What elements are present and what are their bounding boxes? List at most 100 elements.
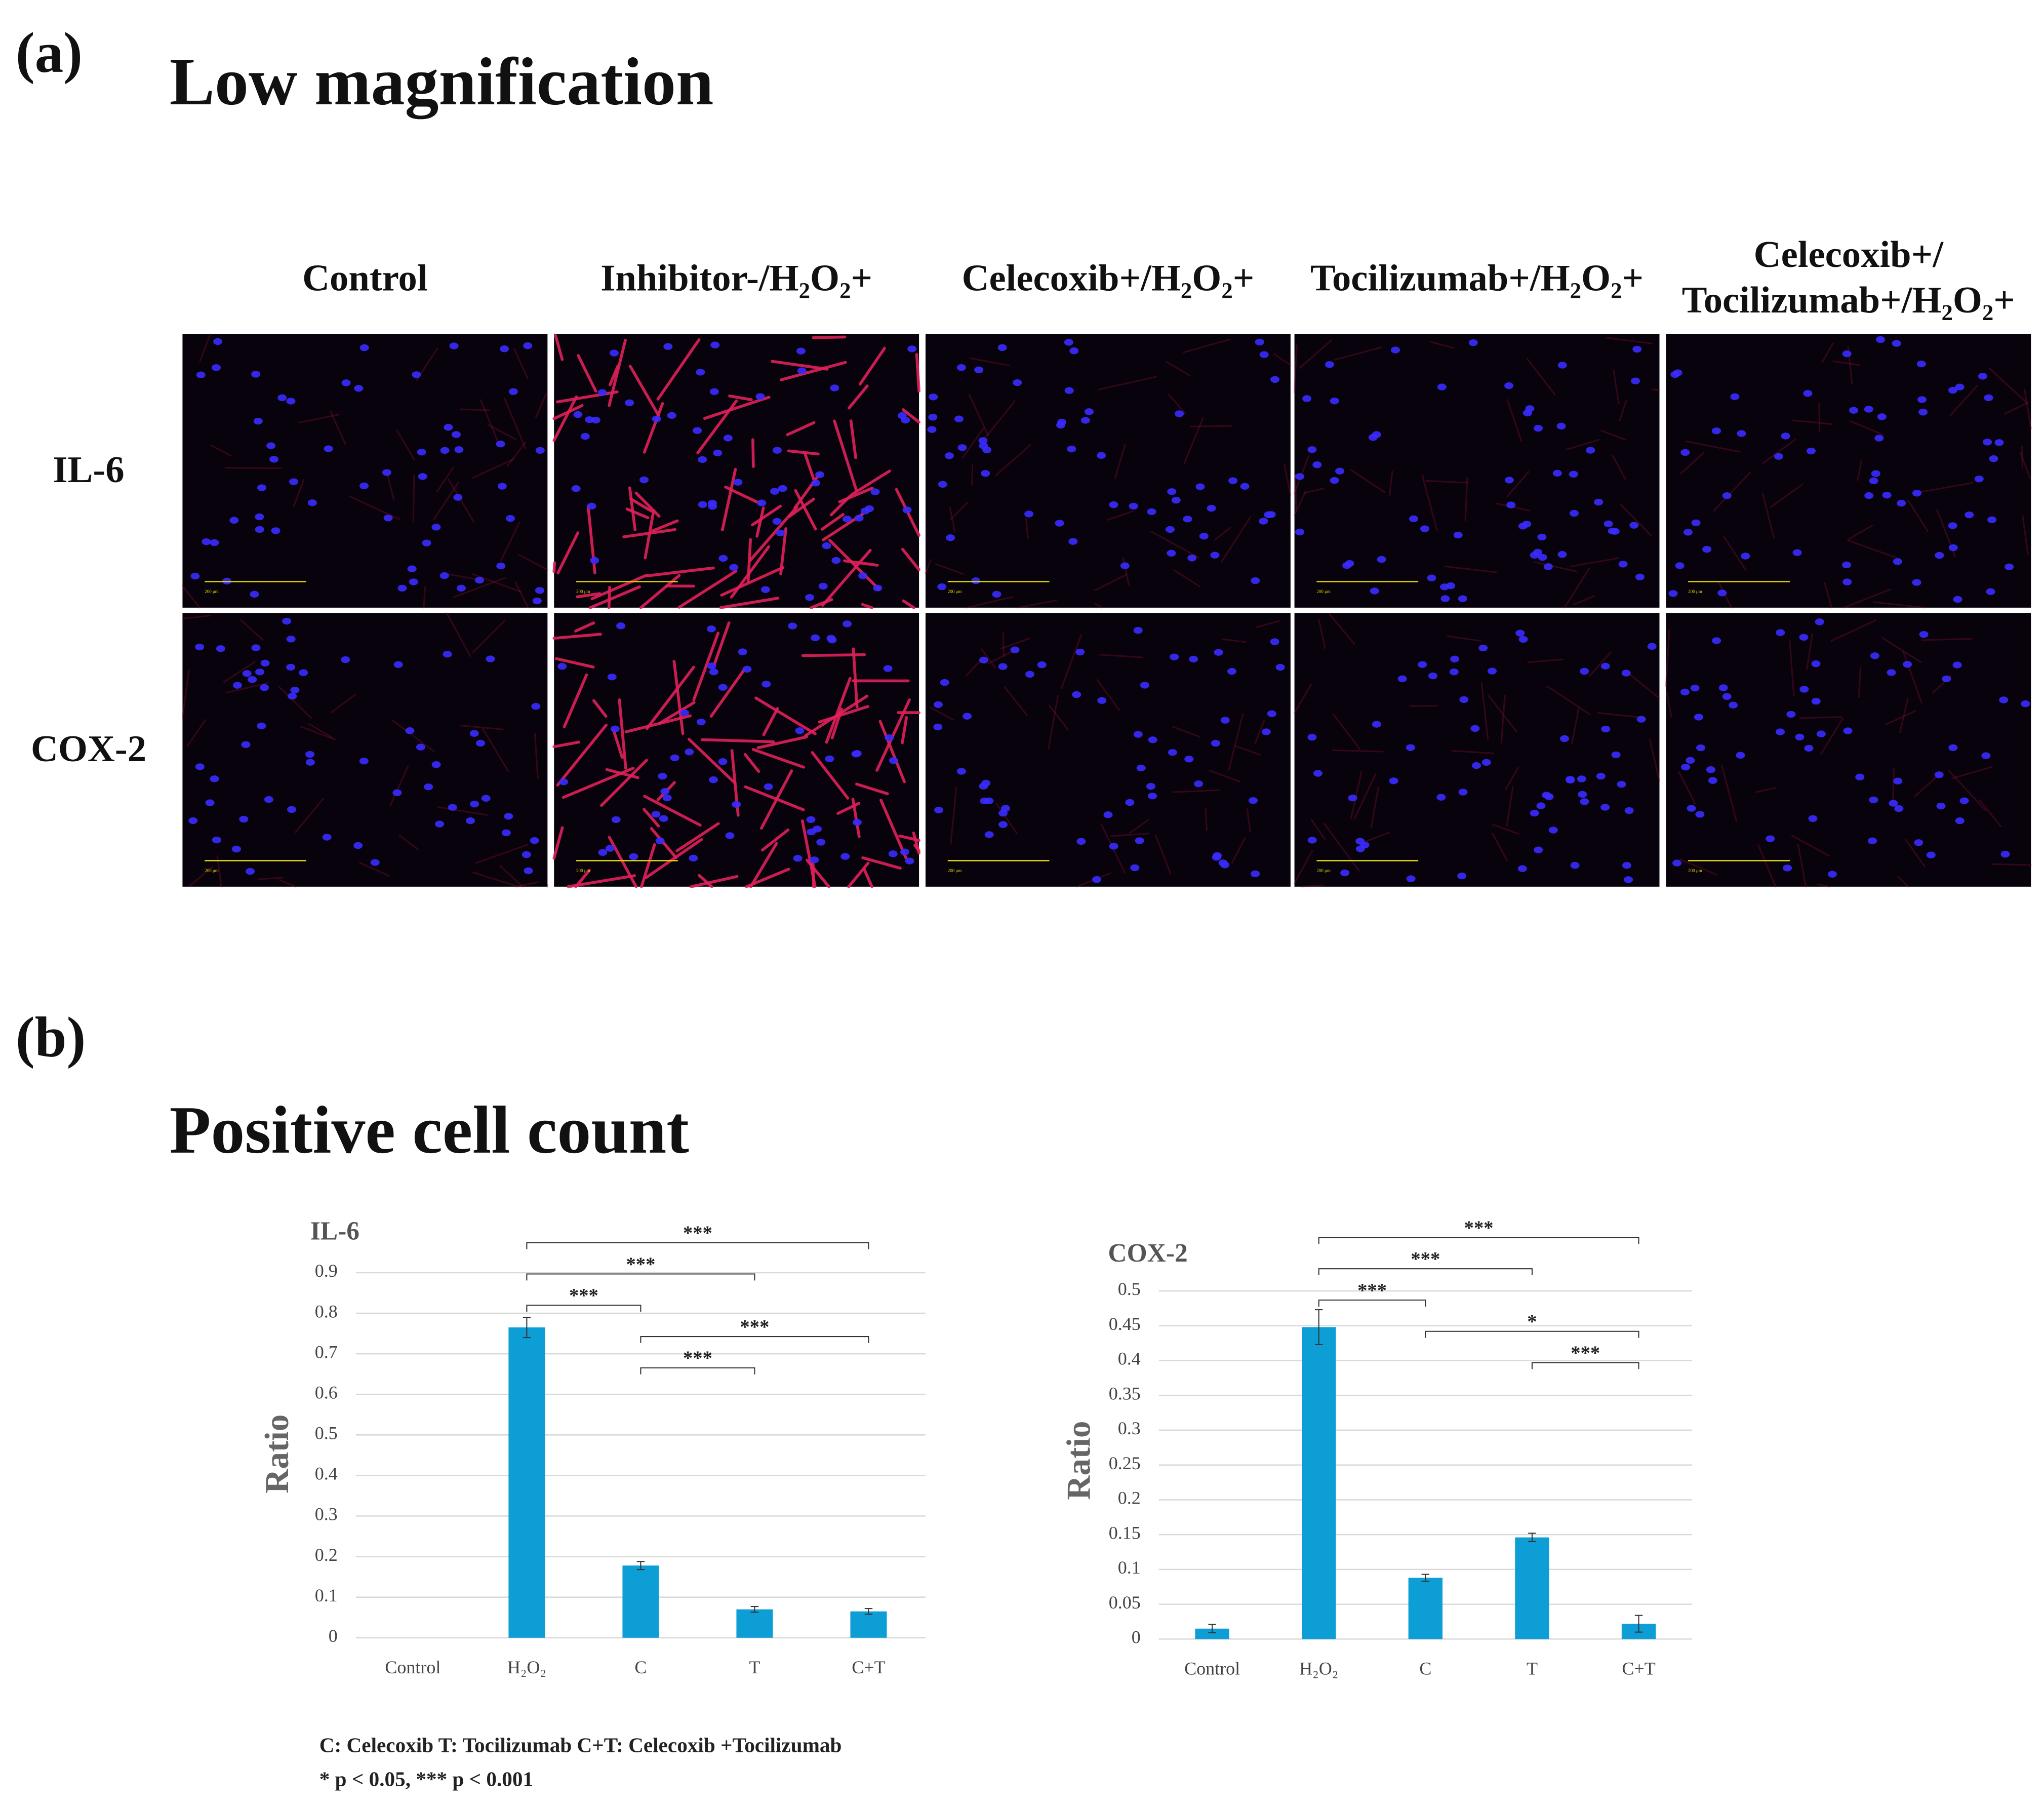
cell-stain: [743, 753, 760, 773]
nucleus: [248, 676, 257, 683]
cell-stain: [1168, 394, 1186, 414]
cell-stain: [898, 834, 920, 842]
nucleus: [1952, 661, 1962, 669]
cell-stain: [1500, 694, 1506, 744]
nucleus: [190, 572, 200, 580]
cell-stain: [240, 619, 264, 641]
cell-stain: [849, 419, 857, 459]
nucleus: [1889, 800, 1898, 807]
cell-stain: [1830, 619, 1877, 642]
cell-stain: [801, 653, 866, 657]
y-tick-label: 0.8: [315, 1301, 338, 1321]
column-header: Control: [302, 257, 427, 299]
nucleus: [1912, 579, 1921, 586]
nucleus: [1348, 794, 1357, 802]
nucleus: [1295, 473, 1304, 480]
significance-bracket: [526, 1242, 869, 1249]
cell-stain: [453, 577, 506, 598]
cell-stain: [2022, 515, 2029, 556]
micrograph-background: [554, 613, 919, 887]
cell-stain: [612, 729, 624, 759]
cell-stain: [2019, 452, 2031, 480]
cell-stain: [925, 559, 932, 574]
nucleus: [1874, 435, 1884, 442]
cell-stain: [643, 795, 702, 827]
nucleus: [816, 839, 826, 846]
micrograph-background: [925, 613, 1291, 887]
scale-bar-label: 200 μm: [948, 868, 962, 873]
micrograph: 200 μm: [925, 613, 1291, 888]
nucleus: [1736, 752, 1745, 759]
nucleus: [1037, 661, 1047, 669]
nucleus: [680, 709, 690, 717]
y-tick-label: 0: [1132, 1627, 1141, 1647]
cell-stain: [293, 479, 305, 507]
cell-stain: [1094, 603, 1103, 609]
nucleus: [1917, 396, 1927, 403]
cell-stain: [950, 502, 969, 520]
cell-stain: [1284, 463, 1292, 496]
cell-stain: [448, 479, 475, 523]
nucleus: [1275, 663, 1285, 671]
nucleus: [1580, 798, 1589, 805]
row-label: COX-2: [31, 728, 146, 770]
cell-stain: [751, 748, 806, 769]
nucleus: [1168, 749, 1177, 756]
nucleus: [253, 417, 263, 425]
nucleus: [1893, 777, 1903, 784]
nucleus: [1557, 362, 1567, 369]
cell-stain: [588, 585, 641, 609]
micrograph-background: [1294, 334, 1660, 608]
nucleus: [1953, 596, 1962, 603]
micrograph-background: [182, 334, 548, 608]
x-tick-label: T: [749, 1657, 760, 1677]
nucleus: [1635, 573, 1645, 580]
nucleus: [246, 868, 255, 875]
x-tick-label: C: [634, 1657, 647, 1677]
cell-stain: [634, 491, 661, 518]
nucleus: [1340, 869, 1350, 877]
nucleus: [1894, 805, 1904, 812]
nucleus: [974, 366, 984, 374]
y-tick-label: 0.4: [1118, 1349, 1141, 1369]
nucleus: [718, 758, 728, 765]
cell-stain: [745, 868, 790, 888]
cell-stain: [995, 803, 1018, 835]
panel-title: Low magnification: [170, 44, 714, 120]
cell-stain: [1235, 745, 1261, 756]
nucleus: [1345, 560, 1354, 567]
cell-stain: [618, 698, 627, 770]
nucleus: [2005, 563, 2014, 571]
nucleus: [1125, 799, 1135, 806]
micrograph: 200 μm: [552, 334, 920, 609]
cell-stain: [1388, 470, 1393, 497]
cell-stain: [643, 808, 660, 828]
cell-stain: [600, 759, 648, 807]
cell-stain: [330, 410, 346, 446]
cell-stain: [744, 785, 805, 811]
scale-bar-label: 200 μm: [1688, 868, 1702, 873]
nucleus: [439, 572, 449, 579]
cell-stain: [1606, 337, 1653, 344]
nucleus: [1741, 553, 1750, 560]
nucleus: [1795, 733, 1805, 741]
nucleus: [1617, 780, 1626, 788]
nucleus: [1557, 551, 1567, 558]
nucleus: [1436, 794, 1446, 801]
y-tick-label: 0.1: [1118, 1557, 1141, 1578]
cell-stain: [1921, 638, 1973, 641]
cell-stain: [754, 696, 817, 735]
x-tick-label: C: [1419, 1658, 1431, 1678]
cell-stain: [855, 782, 889, 796]
cell-stain: [1272, 352, 1292, 366]
significance-bracket: [526, 1305, 642, 1312]
nucleus: [431, 524, 441, 531]
cell-stain: [1613, 369, 1620, 405]
cell-stain: [1106, 510, 1134, 521]
column-header: Celecoxib+/: [1754, 233, 1944, 276]
cell-stain: [389, 765, 409, 807]
nucleus: [1214, 649, 1223, 656]
nucleus: [1267, 710, 1276, 717]
cell-stain: [1533, 561, 1578, 572]
nucleus: [901, 416, 910, 424]
